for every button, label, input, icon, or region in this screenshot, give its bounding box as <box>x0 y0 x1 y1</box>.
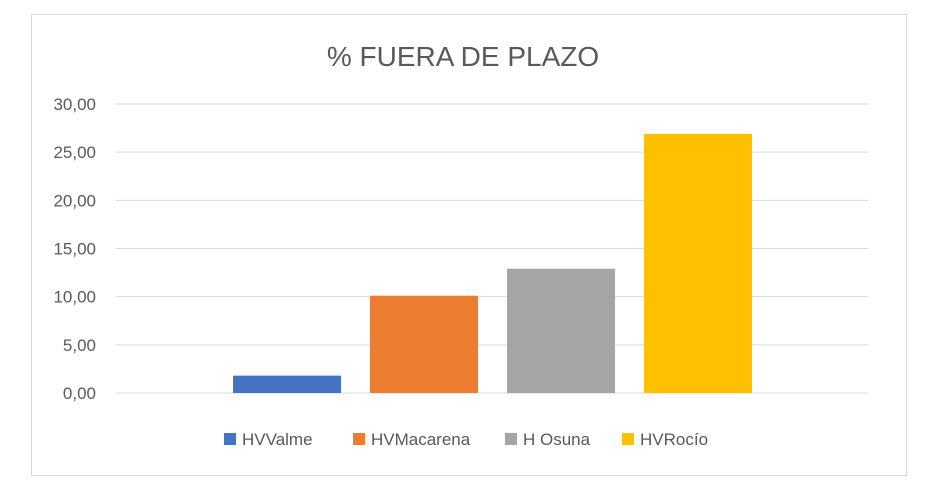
bars <box>233 133 752 393</box>
y-tick-label: 15,00 <box>53 240 96 259</box>
legend-entry: HVRocío <box>640 430 708 449</box>
legend-entry: H Osuna <box>523 430 591 449</box>
y-tick-label: 0,00 <box>63 384 96 403</box>
chart-title: % FUERA DE PLAZO <box>327 41 599 72</box>
chart-frame <box>31 14 907 476</box>
legend-swatch <box>622 433 634 445</box>
y-tick-label: 30,00 <box>53 95 96 114</box>
legend-entry: HVValme <box>242 430 313 449</box>
legend-swatch <box>505 433 517 445</box>
gridlines <box>116 103 868 394</box>
bar-hvmacarena <box>370 295 478 393</box>
legend-swatch <box>224 433 236 445</box>
y-tick-label: 25,00 <box>53 143 96 162</box>
y-axis-labels: 0,00 5,00 10,00 15,00 20,00 25,00 30,00 <box>53 95 96 403</box>
bar-hvrocío <box>644 133 752 393</box>
legend-entry: HVMacarena <box>371 430 471 449</box>
y-tick-label: 10,00 <box>53 288 96 307</box>
bar-hvvalme <box>233 375 341 393</box>
legend: HVValme HVMacarena H Osuna HVRocío <box>224 430 708 449</box>
y-tick-label: 5,00 <box>63 336 96 355</box>
y-tick-label: 20,00 <box>53 191 96 210</box>
bar-h-osuna <box>507 268 615 393</box>
legend-swatch <box>353 433 365 445</box>
